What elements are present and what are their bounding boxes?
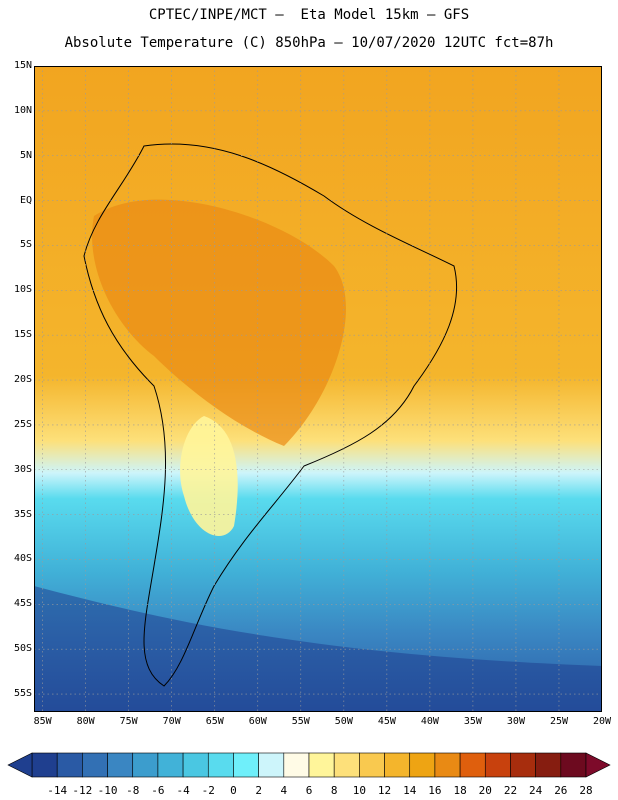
lon-tick-label: 60W — [248, 716, 267, 727]
colorbar-under-arrow — [7, 752, 33, 778]
lat-tick-label: 10N — [13, 104, 32, 116]
lon-tick-label: 50W — [334, 716, 353, 727]
colorbar-tick-label: 10 — [352, 784, 366, 797]
lat-tick-label: 15S — [13, 329, 32, 341]
colorbar-tick-label: 2 — [255, 784, 262, 797]
chart-title: CPTEC/INPE/MCT – Eta Model 15km – GFS — [148, 7, 470, 23]
lat-tick-label: 10S — [13, 284, 32, 296]
colorbar-tick-label: -12 — [72, 784, 93, 797]
colorbar-tick-label: 14 — [403, 784, 417, 797]
colorbar-tick-label: -6 — [151, 784, 165, 797]
colorbar-tick-label: 16 — [428, 784, 442, 797]
colorbar-cell — [484, 752, 511, 778]
colorbar-cell — [82, 752, 108, 778]
colorbar-cell — [233, 752, 259, 778]
colorbar-tick-label: 22 — [503, 784, 518, 797]
colorbar — [7, 752, 611, 778]
colorbar-tick-label: -8 — [126, 784, 140, 797]
colorbar-cell — [132, 752, 159, 778]
lon-tick-label: 40W — [420, 716, 439, 727]
lat-tick-label: 45S — [13, 598, 32, 610]
colorbar-tick-label: 6 — [305, 784, 313, 797]
colorbar-cell — [333, 752, 360, 778]
lon-tick-label: 25W — [549, 716, 568, 727]
lon-tick-label: 55W — [291, 716, 310, 727]
lat-tick-label: 55S — [13, 688, 32, 700]
colorbar-tick-label: 20 — [478, 784, 492, 797]
graticule — [34, 66, 602, 712]
lon-tick-label: 70W — [162, 716, 181, 727]
chart-subtitle: Absolute Temperature (C) 850hPa – 10/07/… — [64, 35, 554, 51]
colorbar-cell — [434, 752, 461, 778]
colorbar-cell — [182, 752, 209, 778]
lat-tick-label: 15N — [13, 60, 32, 71]
colorbar-cell — [308, 752, 335, 778]
lon-tick-label: 20W — [592, 716, 612, 727]
lat-tick-label: 5S — [19, 239, 32, 251]
lon-tick-label: 30W — [506, 716, 525, 727]
colorbar-cell — [207, 752, 234, 778]
colorbar-tick-label: -4 — [176, 784, 190, 797]
andes-cold-tongue — [180, 416, 238, 536]
map-frame — [34, 66, 602, 712]
lat-tick-label: 30S — [13, 463, 32, 475]
colorbar-tick-label: 0 — [230, 784, 237, 797]
colorbar-tick-label: 26 — [554, 784, 568, 797]
colorbar-cell — [157, 752, 184, 778]
colorbar-cell — [409, 752, 436, 778]
colorbar-cell — [510, 752, 536, 778]
colorbar-tick-label: -14 — [47, 784, 68, 797]
colorbar-tick-label: 4 — [280, 784, 288, 797]
lon-tick-label: 65W — [205, 716, 224, 727]
colorbar-tick-label: -2 — [201, 784, 215, 797]
colorbar-cell — [107, 752, 134, 778]
lon-tick-label: 45W — [377, 716, 396, 727]
lon-tick-label: 75W — [119, 716, 138, 727]
colorbar-cell — [459, 752, 486, 778]
colorbar-tick-label: -10 — [97, 784, 118, 797]
colorbar-cell — [359, 752, 385, 778]
lon-tick-label: 35W — [463, 716, 482, 727]
colorbar-cell — [56, 752, 83, 778]
colorbar-tick-label: 18 — [453, 784, 467, 797]
lat-tick-label: 50S — [13, 643, 32, 655]
colorbar-over-arrow — [585, 752, 611, 778]
lat-tick-label: 35S — [13, 508, 32, 520]
lon-tick-label: 80W — [76, 716, 95, 727]
warm-core-region — [92, 199, 346, 446]
colorbar-cell — [258, 752, 285, 778]
lat-tick-label: 5N — [19, 149, 32, 161]
colorbar-cell — [535, 752, 562, 778]
colorbar-tick-label: 12 — [377, 784, 392, 797]
lat-tick-label: 20S — [13, 374, 32, 386]
colorbar-tick-label: 24 — [529, 784, 543, 797]
colorbar-cell — [31, 752, 58, 778]
temperature-map — [34, 66, 602, 712]
lat-tick-label: 40S — [13, 553, 32, 565]
lon-tick-label: 85W — [33, 716, 52, 727]
colorbar-tick-label: 28 — [579, 784, 593, 797]
colorbar-cell — [384, 752, 411, 778]
colorbar-cell — [283, 752, 310, 778]
colorbar-tick-label: 8 — [330, 784, 338, 797]
lat-tick-label: EQ — [19, 194, 32, 206]
lat-tick-label: 25S — [13, 418, 32, 430]
colorbar-cell — [560, 752, 587, 778]
south-america-outline — [83, 143, 458, 687]
